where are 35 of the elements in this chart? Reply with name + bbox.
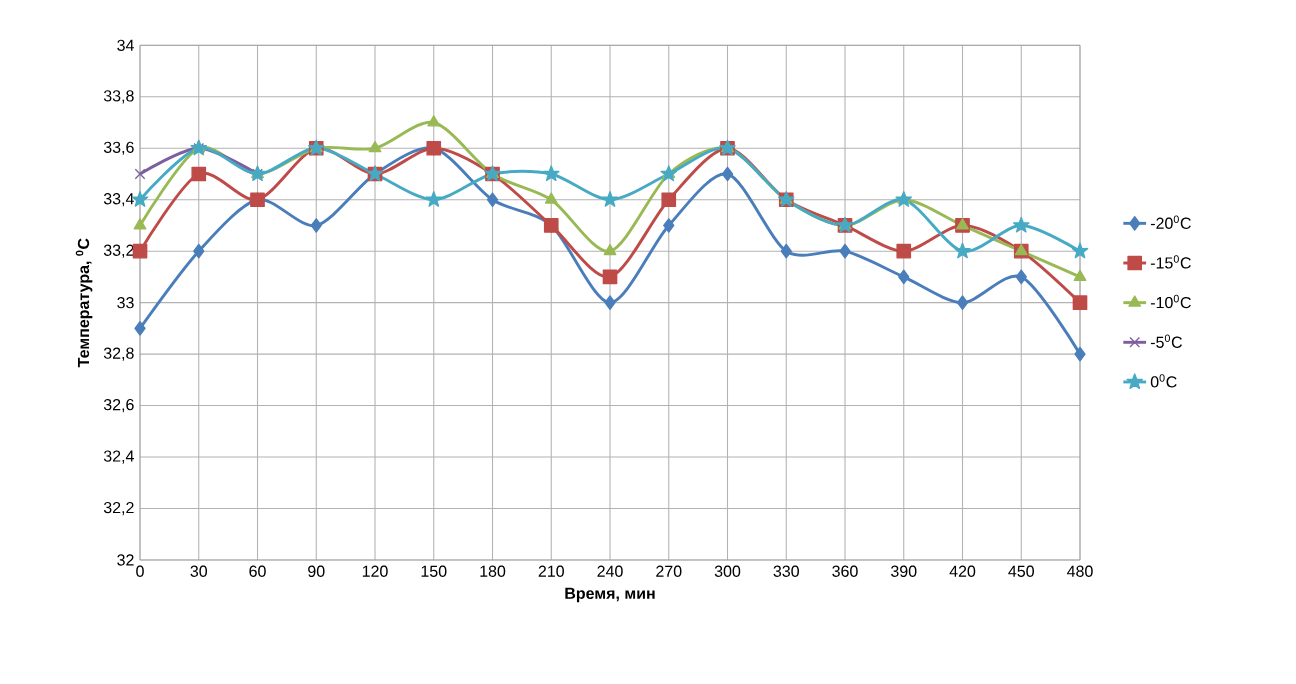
legend-label: -5$^{0}$C (1150, 334, 1182, 348)
x-tick-label: 270 (656, 565, 682, 577)
y-tick-label: 32,4 (103, 450, 134, 464)
y-tick-label: 32,8 (103, 347, 134, 361)
x-tick-label: 420 (949, 565, 976, 577)
y-axis-title: Температура, $^{0}$C (75, 238, 93, 368)
x-tick-label: 450 (1008, 565, 1034, 577)
y-tick-label: 33,8 (103, 90, 134, 104)
y-tick-label: 33,2 (103, 244, 134, 258)
x-tick-label: 210 (538, 565, 564, 577)
legend-label: -20$^{0}$C (1150, 215, 1191, 229)
x-tick-label: 180 (480, 565, 506, 577)
legend-label: -10$^{0}$C (1150, 294, 1191, 309)
x-tick-label: 480 (1067, 565, 1093, 577)
x-tick-label: 60 (249, 565, 266, 577)
y-tick-label: 32,6 (103, 398, 134, 413)
x-tick-label: 240 (597, 565, 623, 577)
x-tick-label: 30 (190, 565, 208, 577)
y-tick-label: 32 (117, 554, 134, 566)
x-axis-title: Время, мин (565, 587, 655, 603)
legend-label: -15$^{0}$C (1150, 255, 1191, 269)
y-tick-label: 34 (117, 39, 134, 51)
x-tick-label: 90 (308, 565, 325, 577)
legend-label: 0$^{0}$C (1150, 374, 1177, 388)
x-tick-label: 300 (714, 565, 741, 577)
x-tick-label: 120 (362, 565, 388, 577)
y-tick-label: 32,2 (103, 501, 134, 516)
x-tick-label: 0 (136, 565, 144, 577)
y-tick-label: 33 (117, 297, 134, 309)
x-tick-label: 150 (421, 565, 447, 577)
y-tick-label: 33,4 (103, 193, 134, 207)
y-tick-label: 33,6 (103, 141, 134, 155)
x-tick-label: 330 (773, 565, 799, 577)
x-tick-label: 360 (832, 565, 858, 577)
x-tick-label: 390 (891, 565, 917, 577)
